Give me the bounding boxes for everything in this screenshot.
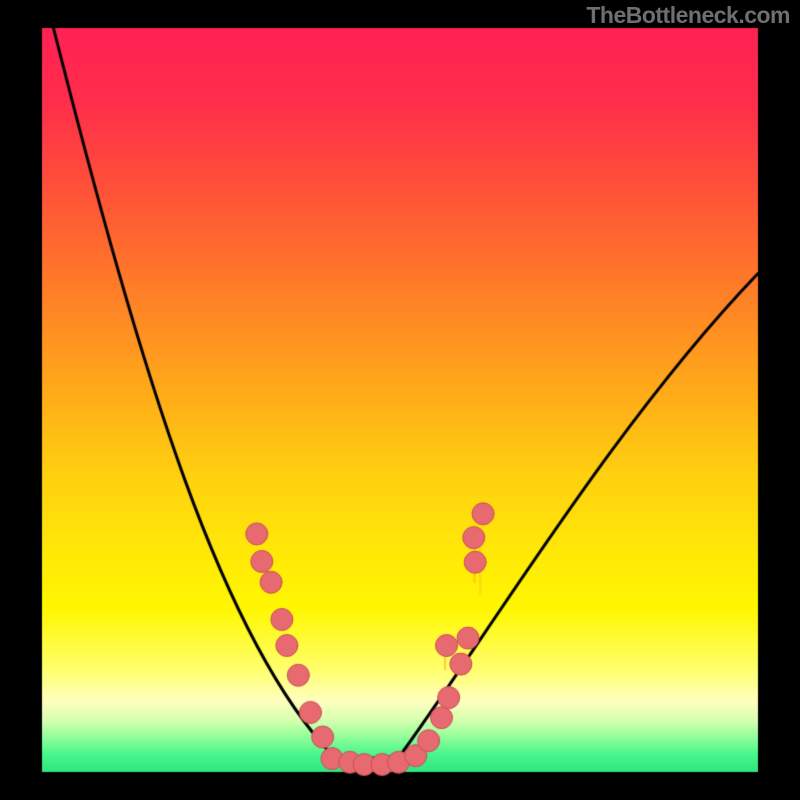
chart-root: TheBottleneck.com [0, 0, 800, 800]
watermark-text: TheBottleneck.com [586, 2, 790, 29]
bottleneck-chart-canvas [0, 0, 800, 800]
